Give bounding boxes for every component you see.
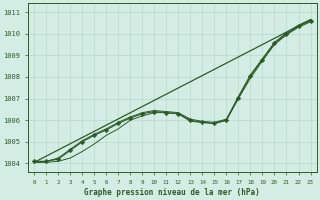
X-axis label: Graphe pression niveau de la mer (hPa): Graphe pression niveau de la mer (hPa) <box>84 188 260 197</box>
